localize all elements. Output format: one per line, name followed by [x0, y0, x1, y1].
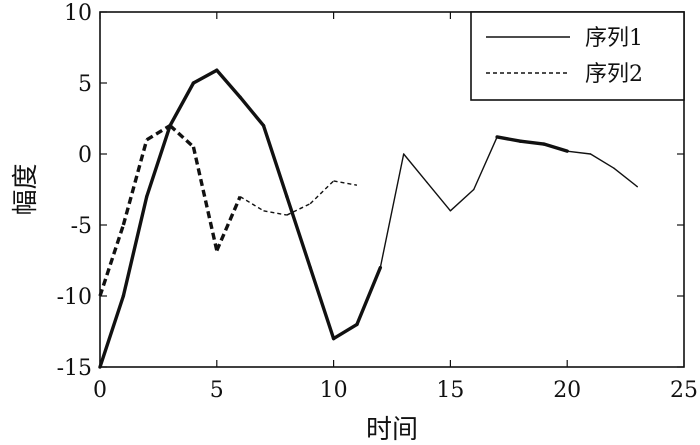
series-1-segment: [613, 167, 638, 188]
series-2-segment: [215, 195, 242, 252]
y-tick-label: 10: [64, 1, 92, 26]
series-1-segment: [331, 322, 359, 341]
series-1-segment: [145, 123, 172, 199]
series-1-segment: [355, 265, 383, 327]
series-1-segment: [402, 153, 428, 184]
series-1-segment: [261, 123, 289, 199]
x-tick-label: 5: [210, 378, 224, 403]
series-1-segment: [542, 142, 569, 153]
series-1-segment: [589, 153, 615, 169]
y-tick-label: -10: [57, 285, 92, 310]
y-tick-label: -15: [57, 356, 92, 381]
series-1-segment: [168, 81, 196, 128]
legend-box: [470, 11, 685, 101]
series-1-segment: [426, 181, 452, 212]
x-tick-label: 20: [553, 378, 581, 403]
series-1-segment: [215, 68, 242, 99]
series-1-segment: [495, 135, 523, 143]
series-1-segment: [473, 136, 498, 191]
x-axis-label: 时间: [366, 415, 418, 445]
series-2-segment: [239, 196, 264, 212]
series-2-segment: [309, 180, 335, 205]
y-axis-label: 幅度: [11, 163, 41, 215]
series-1-segment: [518, 139, 546, 146]
series-1-segment: [449, 188, 475, 212]
x-tick-label: 0: [93, 378, 107, 403]
series-1-segment: [566, 150, 592, 155]
x-tick-label: 15: [436, 378, 464, 403]
legend-label-series-2: 序列2: [585, 62, 643, 87]
series-2-segment: [286, 203, 311, 216]
series-2-segment: [263, 210, 288, 216]
y-tick-label: 5: [78, 72, 92, 97]
series-2-segment: [145, 124, 171, 142]
legend-label-series-1: 序列1: [585, 26, 643, 51]
series-2-segment: [191, 146, 219, 251]
series-2-segment: [333, 180, 358, 186]
series-2-segment: [98, 224, 125, 297]
series-1-segment: [308, 265, 336, 341]
series-2-segment: [168, 124, 195, 149]
plot-lines: [98, 68, 638, 369]
y-tick-label: -5: [71, 214, 92, 239]
x-tick-label: 25: [670, 378, 698, 403]
y-tick-label: 0: [78, 143, 92, 168]
axes-frame: [99, 11, 685, 368]
series-1-segment: [238, 95, 266, 128]
legend: 序列1 序列2: [470, 11, 685, 101]
series-1-segment: [191, 68, 219, 85]
series-1-segment: [121, 194, 149, 298]
series-2-segment: [121, 139, 149, 226]
x-tick-label: 10: [320, 378, 348, 403]
series-1-segment: [285, 194, 312, 270]
series-1-segment: [98, 294, 126, 369]
series-1-segment: [379, 153, 405, 269]
